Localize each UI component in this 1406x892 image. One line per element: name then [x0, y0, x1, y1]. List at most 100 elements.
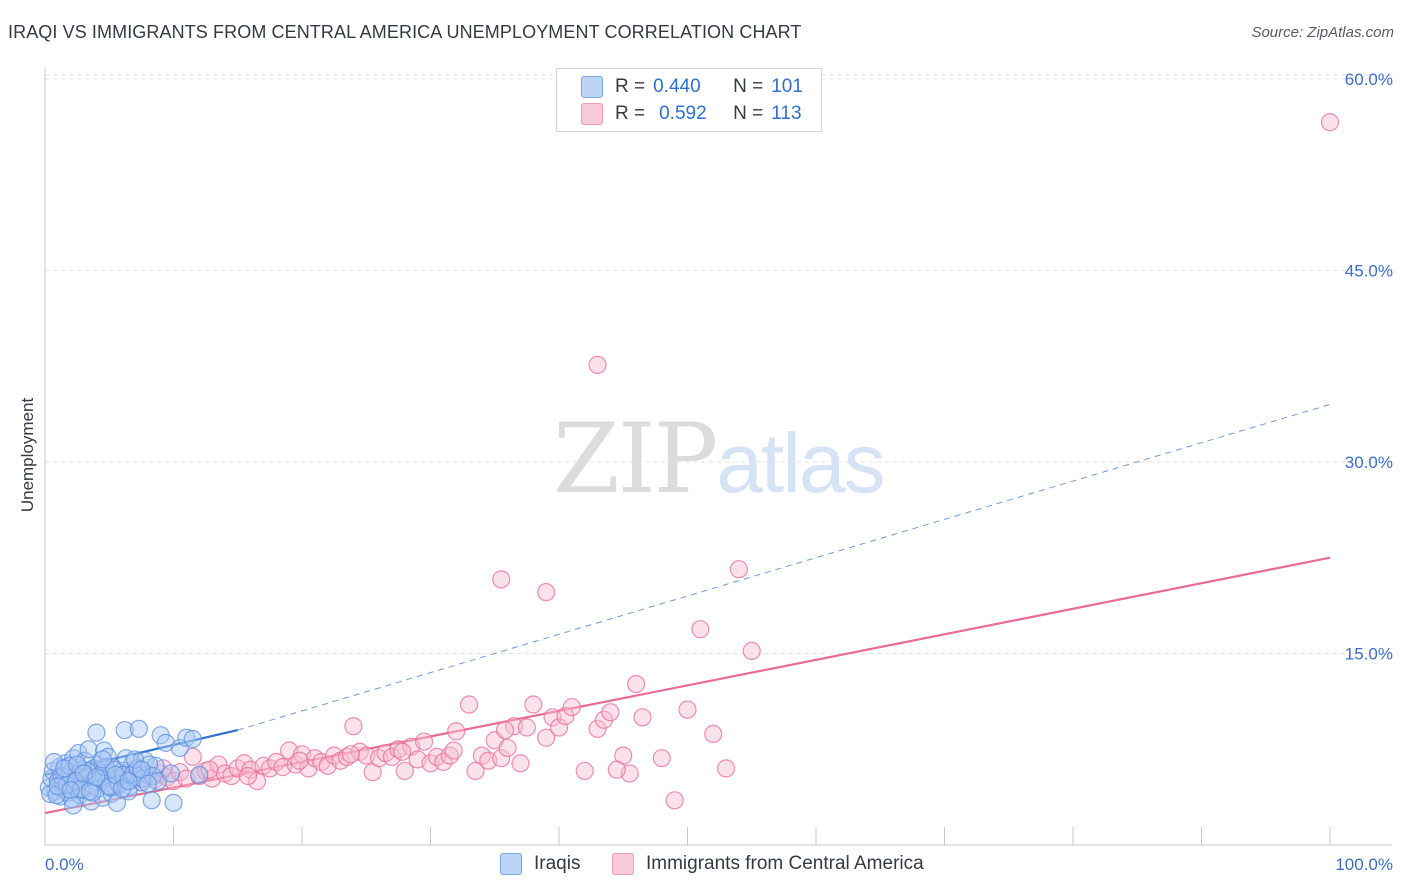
point-central-america-108 — [444, 741, 463, 760]
point-iraqis-57 — [177, 728, 196, 747]
legend-iraqis-label: Iraqis — [534, 853, 581, 874]
point-central-america-73 — [524, 695, 543, 714]
point-central-america-88 — [665, 791, 684, 810]
point-central-america-54 — [395, 761, 414, 781]
point-central-america-62 — [447, 722, 466, 741]
point-iraqis-98 — [138, 774, 157, 793]
legend-item-iraqis: Iraqis — [500, 852, 580, 876]
legend-iraqis-swatch — [500, 853, 522, 875]
point-iraqis-39 — [107, 793, 127, 812]
zipatlas-watermark: ZIPatlas — [553, 403, 886, 515]
point-central-america-92 — [716, 759, 736, 778]
r-label: R = — [615, 76, 646, 97]
legend-item-central-america: Immigrants from Central America — [612, 852, 924, 876]
point-central-america-96 — [588, 355, 607, 374]
x-tick-label-0: 0.0% — [45, 855, 84, 874]
n-label: N = — [733, 103, 764, 124]
point-iraqis-100 — [64, 796, 83, 815]
point-central-america-106 — [341, 745, 360, 764]
point-iraqis-54 — [156, 733, 175, 752]
watermark-zip: ZIP — [553, 403, 718, 515]
legend-central-america-label: Immigrants from Central America — [646, 853, 924, 874]
point-central-america-46 — [344, 717, 363, 736]
point-central-america-109 — [495, 720, 515, 740]
point-iraqis-55 — [164, 793, 183, 812]
point-iraqis-65 — [60, 756, 79, 775]
point-central-america-64 — [466, 761, 485, 781]
point-layer — [39, 113, 1340, 815]
point-central-america-72 — [517, 718, 536, 737]
point-central-america-103 — [200, 760, 219, 779]
tick-label-layer: 15.0% 30.0% 45.0% 60.0% 0.0% 100.0% — [45, 70, 1393, 874]
point-central-america-85 — [626, 674, 646, 694]
point-iraqis-59 — [190, 765, 209, 784]
point-central-america-111 — [607, 760, 626, 779]
point-iraqis-42 — [115, 720, 134, 740]
point-iraqis-27 — [87, 723, 106, 742]
chart-title: IRAQI VS IMMIGRANTS FROM CENTRAL AMERICA… — [8, 22, 802, 42]
point-iraqis-47 — [129, 719, 148, 738]
point-central-america-94 — [742, 641, 761, 660]
trendline-iraqis-extrapolated — [237, 403, 1331, 731]
point-iraqis-99 — [161, 764, 181, 783]
point-central-america-77 — [556, 706, 575, 726]
point-iraqis-86 — [61, 780, 80, 800]
point-central-america-82 — [601, 703, 620, 722]
stats-legend-row-central-america: R = 0.592 N = 113 — [581, 102, 802, 126]
point-central-america-31 — [247, 772, 267, 791]
point-central-america-25 — [209, 755, 228, 774]
point-iraqis-91 — [93, 750, 112, 769]
point-iraqis-61 — [44, 752, 64, 772]
point-central-america-63 — [459, 695, 479, 714]
point-iraqis-96 — [125, 750, 145, 769]
point-central-america-21 — [183, 747, 202, 766]
point-central-america-107 — [393, 742, 412, 761]
point-central-america-71 — [511, 754, 530, 773]
y-tick-label-45: 45.0% — [1345, 261, 1393, 280]
point-iraqis-56 — [170, 738, 190, 758]
chart-source: Source: ZipAtlas.com — [1251, 24, 1394, 41]
point-central-america-78 — [562, 697, 581, 717]
point-central-america-93 — [729, 560, 749, 579]
point-iraqis-90 — [87, 768, 106, 787]
stats-legend-row-iraqis: R = 0.440 N = 101 — [581, 75, 803, 99]
central-america-swatch — [581, 103, 603, 125]
iraqis-swatch — [581, 76, 603, 98]
grid-layer — [45, 74, 1392, 654]
r-value: 0.440 — [653, 76, 701, 97]
r-label: R = — [615, 103, 646, 124]
point-central-america-98 — [1320, 113, 1340, 132]
point-central-america-57 — [414, 732, 434, 751]
y-tick-label-30: 30.0% — [1345, 453, 1393, 472]
point-central-america-89 — [678, 700, 697, 719]
point-central-america-95 — [537, 583, 556, 602]
n-value: 113 — [771, 103, 802, 124]
point-iraqis-87 — [68, 755, 87, 774]
point-central-america-105 — [290, 751, 309, 770]
stats-legend: R = 0.440 N = 101 R = 0.592 N = 113 — [556, 68, 822, 132]
point-central-america-69 — [498, 738, 517, 758]
y-tick-label-60: 60.0% — [1345, 70, 1393, 89]
n-label: N = — [733, 76, 764, 97]
trend-layer — [44, 403, 1331, 815]
point-central-america-90 — [691, 620, 710, 639]
y-tick-label-15: 15.0% — [1345, 644, 1393, 663]
point-central-america-79 — [575, 761, 594, 781]
point-iraqis-58 — [183, 729, 202, 749]
point-iraqis-95 — [119, 772, 138, 791]
r-value: 0.592 — [659, 103, 707, 124]
point-central-america-80 — [588, 719, 607, 738]
point-central-america-68 — [492, 749, 511, 768]
point-iraqis-22 — [79, 740, 98, 759]
point-central-america-91 — [704, 724, 723, 744]
watermark-atlas: atlas — [716, 416, 885, 510]
point-central-america-87 — [652, 749, 671, 768]
point-central-america-104 — [238, 766, 258, 786]
point-central-america-76 — [549, 718, 569, 737]
x-tick-label-100: 100.0% — [1335, 855, 1393, 874]
point-iraqis-60 — [41, 784, 60, 804]
n-value: 101 — [771, 76, 803, 97]
point-iraqis-51 — [142, 791, 161, 810]
point-central-america-86 — [633, 708, 652, 727]
